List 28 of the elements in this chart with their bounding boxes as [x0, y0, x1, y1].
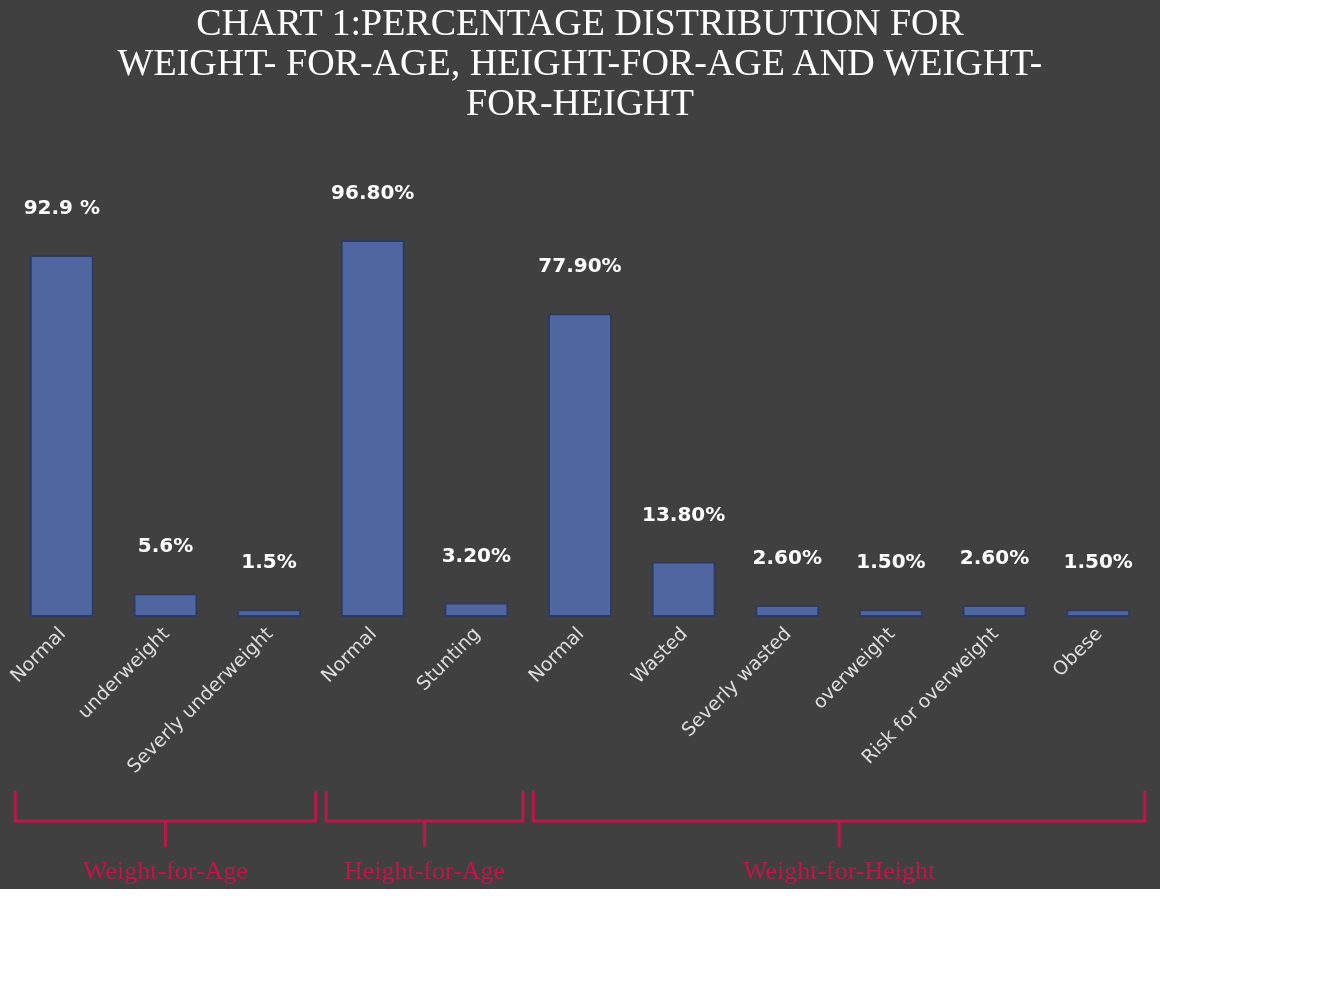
- bar: [755, 604, 820, 617]
- text: Weight-for-Age: [83, 856, 248, 885]
- data-label: 77.90%: [538, 253, 622, 278]
- text: WEIGHT- FOR-AGE, HEIGHT-FOR-AGE AND WEIGHT-: [117, 41, 1043, 83]
- bar: [29, 255, 94, 617]
- data-label: 13.80%: [641, 501, 726, 526]
- data-label: 2.60%: [959, 544, 1030, 569]
- text: Weight-for-Height: [742, 856, 937, 885]
- text: Height-for-Age: [343, 856, 506, 885]
- bar: [444, 602, 509, 617]
- data-label: 92.9 %: [23, 195, 100, 220]
- text: CHART 1:PERCENTAGE DISTRIBUTION FOR: [196, 1, 964, 43]
- data-label: 96.80%: [331, 180, 415, 204]
- data-label: 2.60%: [752, 544, 822, 569]
- data-label: 1.50%: [856, 549, 926, 574]
- bar: [133, 593, 198, 617]
- bar: [1066, 609, 1131, 617]
- bar: [340, 240, 405, 617]
- data-label: 1.5%: [241, 549, 297, 574]
- bar: [651, 561, 716, 617]
- bar: [237, 609, 302, 617]
- bar: [962, 604, 1027, 617]
- text: FOR-HEIGHT: [466, 81, 694, 123]
- data-label: 5.6%: [137, 533, 194, 558]
- bar: [548, 313, 612, 617]
- data-label: 3.20%: [441, 542, 512, 567]
- data-label: 1.50%: [1063, 549, 1133, 574]
- bar: [858, 609, 923, 617]
